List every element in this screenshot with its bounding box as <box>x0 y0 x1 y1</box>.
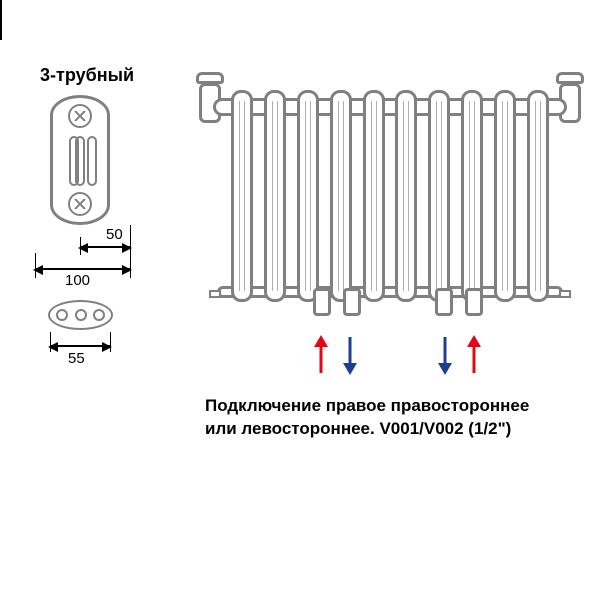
radiator <box>225 80 555 330</box>
caption-line2: или левостороннее. V001/V002 (1/2") <box>205 419 511 438</box>
dim-50-line <box>80 246 130 248</box>
connection <box>435 288 453 316</box>
tube <box>395 90 417 302</box>
connection <box>465 288 483 316</box>
connection <box>343 288 361 316</box>
tube <box>527 90 549 302</box>
connection <box>313 288 331 316</box>
tube <box>264 90 286 302</box>
hub-icon <box>68 192 92 216</box>
hub-icon <box>68 104 92 128</box>
flow-arrow-down <box>438 335 452 375</box>
dim-100-line <box>35 268 130 270</box>
dim-centerline <box>0 0 2 40</box>
dim-55-label: 55 <box>68 350 85 367</box>
dim-100-label: 100 <box>65 272 90 289</box>
flow-arrow-up <box>467 335 481 375</box>
tube <box>461 90 483 302</box>
diagram-canvas: 3-трубный 50 100 55 <box>0 0 600 600</box>
caption-line1: Подключение правое правостороннее <box>205 396 529 415</box>
section-title: 3-трубный <box>40 65 134 86</box>
caption: Подключение правое правостороннее или ле… <box>205 395 585 441</box>
tube <box>231 90 253 302</box>
dim-55-line <box>50 345 110 347</box>
flow-arrow-up <box>314 335 328 375</box>
section-element <box>50 95 110 225</box>
tube <box>363 90 385 302</box>
tube <box>428 90 450 302</box>
flow-arrow-down <box>343 335 357 375</box>
tube <box>330 90 352 302</box>
tube <box>297 90 319 302</box>
footprint-element <box>48 300 113 330</box>
tube <box>494 90 516 302</box>
tubes-row <box>231 90 549 302</box>
dim-50-label: 50 <box>106 226 123 243</box>
